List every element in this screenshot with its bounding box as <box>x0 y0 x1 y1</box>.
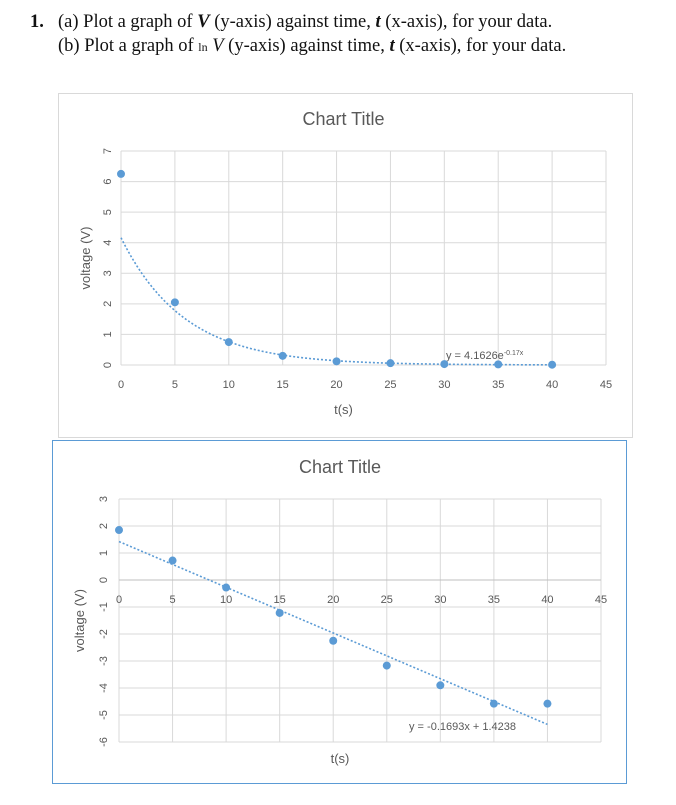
x-tick-label: 10 <box>223 379 235 391</box>
x-tick-label: 40 <box>541 594 553 606</box>
x-axis-title: t(s) <box>334 402 353 417</box>
part-a-var-v: V <box>197 12 210 32</box>
data-point <box>386 359 395 368</box>
data-point <box>170 298 179 307</box>
part-b-mid: (y-axis) against time, <box>223 36 390 56</box>
y-tick-label: -3 <box>98 656 110 666</box>
trendline <box>118 540 548 726</box>
trendline <box>120 237 553 366</box>
part-b-var-v: V <box>212 36 224 56</box>
x-tick-label: 25 <box>384 379 396 391</box>
x-tick-label: 15 <box>274 594 286 606</box>
x-tick-label: 20 <box>330 379 342 391</box>
x-tick-label: 5 <box>169 594 175 606</box>
chart-title: Chart Title <box>302 109 384 129</box>
x-axis-title: t(s) <box>331 751 350 766</box>
part-a-var-t: t <box>375 12 381 32</box>
x-tick-label: 35 <box>492 379 504 391</box>
data-point <box>117 169 125 178</box>
x-tick-label: 0 <box>118 379 124 391</box>
y-tick-label: -5 <box>98 710 110 720</box>
trendline-equation: y = 4.1626e-0.17x <box>446 350 524 362</box>
y-tick-label: 6 <box>102 179 114 185</box>
question-block: 1. (a) Plot a graph of V (y-axis) agains… <box>30 10 670 59</box>
data-point <box>224 338 233 347</box>
data-point <box>222 583 231 592</box>
data-point <box>436 681 445 690</box>
y-tick-label: -1 <box>98 602 110 612</box>
x-tick-label: 0 <box>116 594 122 606</box>
x-tick-label: 30 <box>434 594 446 606</box>
x-tick-label: 15 <box>277 379 289 391</box>
y-tick-label: 1 <box>98 550 110 556</box>
chart-title: Chart Title <box>299 457 381 477</box>
y-tick-label: -2 <box>98 629 110 639</box>
y-tick-label: -6 <box>98 737 110 747</box>
y-axis-title: voltage (V) <box>72 589 87 652</box>
data-point <box>275 608 284 617</box>
y-tick-label: 2 <box>98 523 110 529</box>
x-tick-label: 25 <box>381 594 393 606</box>
y-tick-label: 3 <box>102 270 114 276</box>
data-point <box>494 360 503 369</box>
part-b-suffix: (x-axis), for your data. <box>394 36 567 56</box>
question-part-b: (b) Plot a graph of ln V (y-axis) agains… <box>58 34 670 59</box>
y-tick-label: 0 <box>98 577 110 583</box>
x-tick-label: 10 <box>220 594 232 606</box>
part-b-prefix: (b) Plot a graph of <box>58 36 199 56</box>
data-point <box>382 661 391 670</box>
part-b-var-t: t <box>389 36 395 56</box>
part-a-prefix: (a) Plot a graph of <box>58 12 198 32</box>
y-tick-label: 2 <box>102 301 114 307</box>
y-tick-label: 5 <box>102 209 114 215</box>
y-tick-label: 3 <box>98 496 110 502</box>
y-tick-label: 0 <box>102 362 114 368</box>
x-tick-label: 30 <box>438 379 450 391</box>
data-point <box>329 636 338 645</box>
data-point <box>489 699 498 708</box>
part-a-mid: (y-axis) against time, <box>209 12 376 32</box>
data-point <box>543 699 552 708</box>
question-part-a: (a) Plot a graph of V (y-axis) against t… <box>58 10 670 34</box>
part-b-ln: ln <box>198 40 208 54</box>
data-point <box>115 526 123 535</box>
data-point <box>278 351 287 360</box>
data-point <box>332 357 341 366</box>
y-tick-label: 7 <box>102 148 114 154</box>
x-tick-label: 45 <box>595 594 607 606</box>
data-point <box>168 556 177 565</box>
part-a-suffix: (x-axis), for your data. <box>380 12 553 32</box>
y-tick-label: 4 <box>102 240 114 246</box>
data-point <box>548 360 557 369</box>
y-tick-label: -4 <box>98 683 110 693</box>
x-tick-label: 5 <box>172 379 178 391</box>
y-axis-title: voltage (V) <box>78 227 93 290</box>
x-tick-label: 35 <box>488 594 500 606</box>
question-number: 1. <box>30 12 44 32</box>
trendline-equation: y = -0.1693x + 1.4238 <box>409 721 516 733</box>
x-tick-label: 20 <box>327 594 339 606</box>
y-tick-label: 1 <box>102 331 114 337</box>
x-tick-label: 40 <box>546 379 558 391</box>
data-point <box>440 360 449 369</box>
x-tick-label: 45 <box>600 379 612 391</box>
chart-frame <box>52 440 627 784</box>
